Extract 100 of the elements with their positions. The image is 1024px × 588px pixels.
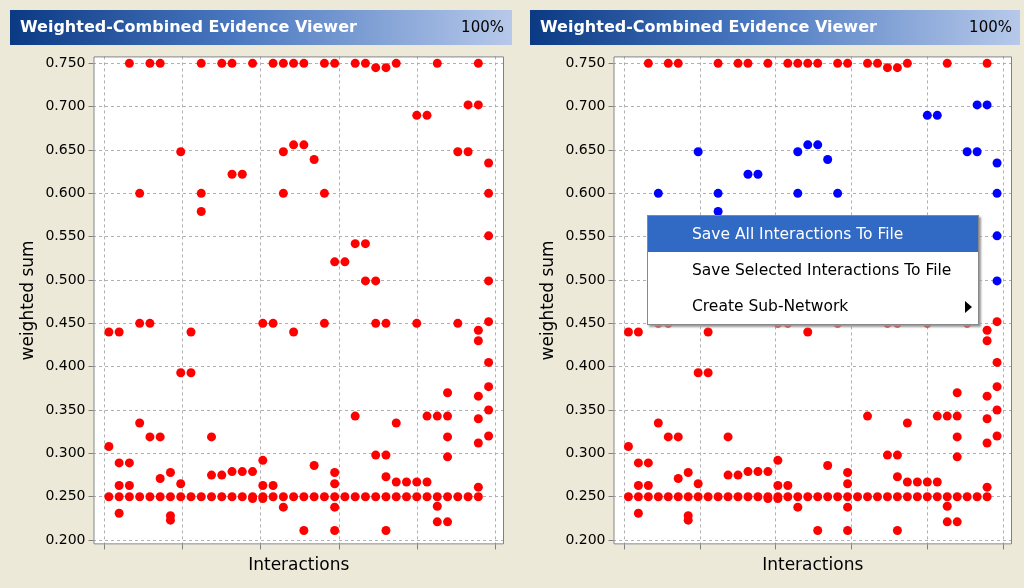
point [932, 492, 942, 502]
point [422, 110, 432, 120]
point [793, 147, 803, 157]
point [309, 492, 319, 502]
point [962, 147, 972, 157]
point [371, 276, 381, 286]
chart-title: Weighted-Combined Evidence Viewer [20, 17, 357, 36]
point [443, 452, 453, 462]
point [196, 207, 206, 217]
point [663, 432, 673, 442]
point [196, 58, 206, 68]
x-axis-title: Interactions [762, 554, 864, 575]
point [843, 58, 853, 68]
point [278, 188, 288, 198]
point [114, 480, 124, 490]
point [982, 414, 992, 424]
point [952, 411, 962, 421]
point [473, 482, 483, 492]
point [982, 325, 992, 335]
point [942, 501, 952, 511]
point [350, 411, 360, 421]
point [319, 318, 329, 328]
point [843, 502, 853, 512]
point [733, 492, 743, 502]
point [733, 470, 743, 480]
point [268, 492, 278, 502]
point [443, 517, 453, 527]
point [412, 477, 422, 487]
point [186, 327, 196, 337]
point [703, 327, 713, 337]
point [227, 492, 237, 502]
point [289, 58, 299, 68]
point [135, 492, 145, 502]
point [992, 276, 1002, 286]
y-tick-label: 0.600 [565, 183, 606, 200]
point [268, 58, 278, 68]
point [207, 432, 216, 442]
point [145, 432, 155, 442]
point [278, 147, 288, 157]
point [643, 58, 653, 68]
point [783, 480, 793, 490]
point [902, 418, 912, 428]
point [104, 492, 114, 502]
point [833, 492, 843, 502]
point [673, 474, 683, 484]
point [443, 492, 453, 502]
point [176, 147, 186, 157]
point [902, 492, 912, 502]
point [922, 477, 932, 487]
point [793, 502, 803, 512]
point [783, 58, 793, 68]
point [902, 477, 912, 487]
point [196, 188, 206, 198]
point [843, 479, 853, 489]
point [753, 169, 763, 179]
y-tick-label: 0.300 [45, 444, 86, 461]
point [330, 479, 340, 489]
y-tick-label: 0.700 [565, 97, 606, 114]
y-tick-label: 0.200 [565, 530, 606, 547]
point [733, 58, 743, 68]
point [723, 492, 733, 502]
point [402, 477, 411, 487]
point [453, 318, 463, 328]
point [813, 58, 823, 68]
y-tick-label: 0.750 [565, 53, 606, 70]
point [350, 492, 360, 502]
point [330, 467, 340, 477]
point [432, 501, 442, 511]
point [330, 526, 340, 536]
point [833, 188, 843, 198]
point [952, 492, 962, 502]
point [992, 317, 1002, 327]
point [412, 110, 422, 120]
point [278, 58, 288, 68]
point [982, 438, 992, 448]
point [823, 492, 833, 502]
point [952, 432, 962, 442]
point [813, 140, 823, 150]
point [391, 492, 401, 502]
point [217, 470, 227, 480]
point [633, 458, 643, 468]
point [145, 492, 155, 502]
text: 100% [969, 18, 1012, 36]
point [793, 492, 803, 502]
point [952, 517, 962, 527]
point [114, 327, 124, 337]
point [484, 382, 494, 392]
point [443, 388, 453, 398]
point [753, 492, 763, 502]
point [484, 357, 494, 367]
point [217, 492, 227, 502]
point [902, 58, 912, 68]
point [258, 455, 268, 465]
point [723, 470, 733, 480]
point [289, 327, 299, 337]
chart-title: Weighted-Combined Evidence Viewer [540, 17, 877, 36]
point [653, 188, 663, 198]
point [381, 492, 391, 502]
point [473, 414, 483, 424]
annotation: Save All Interactions To File [648, 216, 978, 252]
